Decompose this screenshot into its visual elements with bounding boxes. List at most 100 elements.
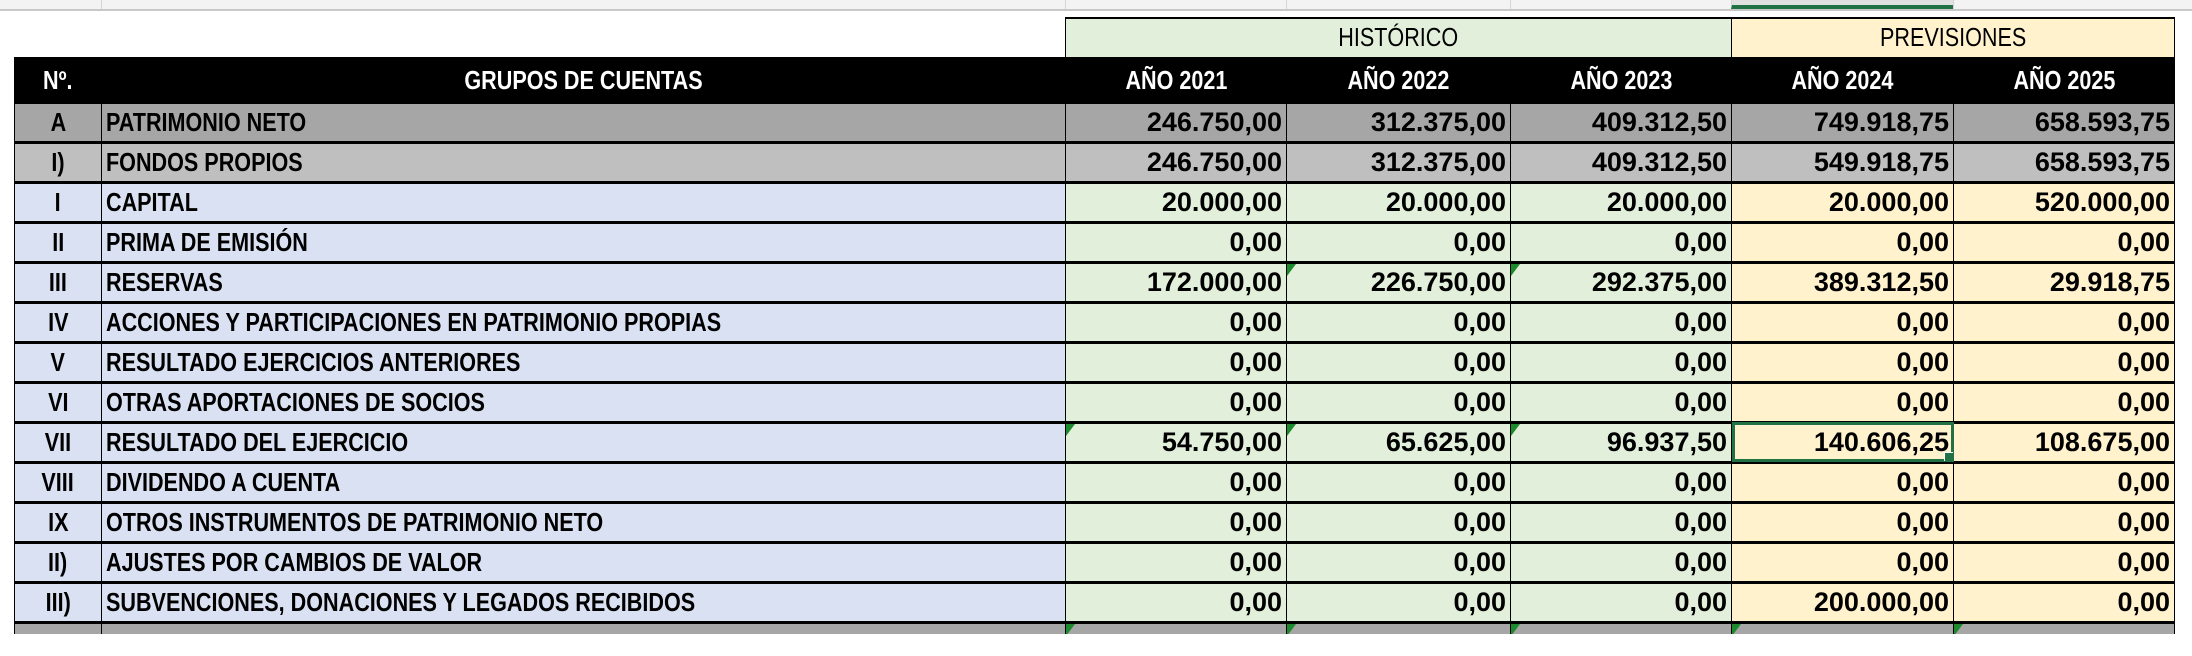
row-number-cell[interactable]: II <box>14 220 102 264</box>
value-cell[interactable]: 0,00 <box>1065 460 1287 504</box>
value-cell[interactable]: 0,00 <box>1286 380 1511 424</box>
value-cell[interactable]: 0,00 <box>1731 460 1954 504</box>
row-number-cell[interactable]: VII <box>14 420 102 464</box>
value-cell[interactable]: 0,00 <box>1953 500 2175 544</box>
row-label-cell[interactable]: DIVIDENDO A CUENTA <box>101 460 1066 504</box>
column-header[interactable] <box>1065 0 1287 9</box>
value-cell[interactable]: 0,00 <box>1286 500 1511 544</box>
value-cell[interactable]: 0,00 <box>1510 340 1732 384</box>
value-cell[interactable]: 0,00 <box>1510 220 1732 264</box>
header-year[interactable]: AÑO 2024 <box>1731 56 1954 104</box>
group-previsiones[interactable]: PREVISIONES <box>1731 17 2175 60</box>
value-cell[interactable]: 658.593,75 <box>1953 100 2175 144</box>
row-number-cell[interactable]: I <box>14 180 102 224</box>
row-label-cell[interactable]: PRIMA DE EMISIÓN <box>101 220 1066 264</box>
row-label-cell[interactable]: AJUSTES POR CAMBIOS DE VALOR <box>101 540 1066 584</box>
value-cell[interactable]: 0,00 <box>1065 340 1287 384</box>
header-year[interactable]: AÑO 2022 <box>1286 56 1511 104</box>
value-cell[interactable]: 200.000,00 <box>1731 580 1954 624</box>
row-number-cell[interactable]: III <box>14 260 102 304</box>
value-cell[interactable]: 0,00 <box>1731 540 1954 584</box>
error-indicator-icon[interactable] <box>1732 625 1741 634</box>
value-cell[interactable]: 0,00 <box>1065 380 1287 424</box>
header-year[interactable]: AÑO 2021 <box>1065 56 1287 104</box>
value-cell[interactable]: 65.625,00 <box>1286 420 1511 464</box>
row-label-cell[interactable]: OTRAS APORTACIONES DE SOCIOS <box>101 380 1066 424</box>
value-cell[interactable]: 0,00 <box>1065 220 1287 264</box>
error-indicator-icon[interactable] <box>1066 425 1075 436</box>
value-cell[interactable]: 0,00 <box>1286 220 1511 264</box>
value-cell[interactable]: 389.312,50 <box>1731 260 1954 304</box>
error-indicator-icon[interactable] <box>1954 625 1963 634</box>
row-label-cell[interactable]: OTROS INSTRUMENTOS DE PATRIMONIO NETO <box>101 500 1066 544</box>
value-cell[interactable]: 0,00 <box>1953 540 2175 584</box>
value-cell[interactable]: 20.000,00 <box>1731 180 1954 224</box>
value-cell[interactable]: 0,00 <box>1065 300 1287 344</box>
value-cell[interactable]: 409.312,50 <box>1510 140 1732 184</box>
row-number-cell[interactable]: VIII <box>14 460 102 504</box>
value-cell[interactable]: 0,00 <box>1953 340 2175 384</box>
value-cell[interactable]: 312.375,00 <box>1286 140 1511 184</box>
header-year[interactable]: AÑO 2025 <box>1953 56 2175 104</box>
value-cell[interactable]: 520.000,00 <box>1953 180 2175 224</box>
value-cell[interactable]: 0,00 <box>1286 580 1511 624</box>
value-cell[interactable] <box>1953 620 2175 634</box>
value-cell[interactable]: 246.750,00 <box>1065 100 1287 144</box>
error-indicator-icon[interactable] <box>1511 425 1520 436</box>
error-indicator-icon[interactable] <box>1066 625 1075 634</box>
row-number-cell[interactable]: I) <box>14 140 102 184</box>
value-cell[interactable]: 0,00 <box>1731 500 1954 544</box>
value-cell[interactable]: 312.375,00 <box>1286 100 1511 144</box>
value-cell[interactable]: 0,00 <box>1065 580 1287 624</box>
value-cell[interactable]: 0,00 <box>1510 460 1732 504</box>
row-label-cell[interactable]: RESERVAS <box>101 260 1066 304</box>
value-cell[interactable]: 0,00 <box>1953 380 2175 424</box>
value-cell[interactable]: 0,00 <box>1953 460 2175 504</box>
error-indicator-icon[interactable] <box>1287 425 1296 436</box>
selected-value-cell[interactable]: 140.606,25 <box>1731 420 1954 464</box>
row-label-cell[interactable]: FONDOS PROPIOS <box>101 140 1066 184</box>
column-header[interactable] <box>1510 0 1732 9</box>
value-cell[interactable]: 0,00 <box>1286 460 1511 504</box>
row-number-cell[interactable]: III) <box>14 580 102 624</box>
value-cell[interactable]: 0,00 <box>1731 380 1954 424</box>
row-label-cell[interactable]: PATRIMONIO NETO <box>101 100 1066 144</box>
column-header-selected[interactable] <box>1731 0 1954 9</box>
value-cell[interactable]: 0,00 <box>1953 580 2175 624</box>
empty-cell[interactable] <box>14 18 1066 58</box>
value-cell[interactable]: 0,00 <box>1510 580 1732 624</box>
value-cell[interactable]: 96.937,50 <box>1510 420 1732 464</box>
value-cell[interactable]: 0,00 <box>1510 300 1732 344</box>
fill-handle[interactable] <box>1944 451 1953 459</box>
row-label-cell[interactable]: SUBVENCIONES, DONACIONES Y LEGADOS RECIB… <box>101 580 1066 624</box>
value-cell[interactable]: 20.000,00 <box>1510 180 1732 224</box>
value-cell[interactable]: 0,00 <box>1510 500 1732 544</box>
group-historico[interactable]: HISTÓRICO <box>1065 17 1732 60</box>
value-cell[interactable]: 0,00 <box>1065 500 1287 544</box>
row-number-cell[interactable]: IX <box>14 500 102 544</box>
error-indicator-icon[interactable] <box>1287 265 1296 276</box>
header-year[interactable]: AÑO 2023 <box>1510 56 1732 104</box>
header-num[interactable]: Nº. <box>14 56 102 104</box>
error-indicator-icon[interactable] <box>1287 625 1296 634</box>
column-header[interactable] <box>1286 0 1511 9</box>
value-cell[interactable] <box>1286 620 1511 634</box>
row-label-cell[interactable] <box>101 620 1066 634</box>
value-cell[interactable]: 0,00 <box>1286 300 1511 344</box>
error-indicator-icon[interactable] <box>1511 625 1520 634</box>
value-cell[interactable]: 0,00 <box>1065 540 1287 584</box>
value-cell[interactable]: 0,00 <box>1510 380 1732 424</box>
value-cell[interactable]: 226.750,00 <box>1286 260 1511 304</box>
value-cell[interactable]: 0,00 <box>1731 300 1954 344</box>
value-cell[interactable]: 0,00 <box>1731 340 1954 384</box>
value-cell[interactable]: 749.918,75 <box>1731 100 1954 144</box>
row-number-cell[interactable] <box>14 620 102 634</box>
value-cell[interactable]: 0,00 <box>1731 220 1954 264</box>
row-label-cell[interactable]: CAPITAL <box>101 180 1066 224</box>
value-cell[interactable]: 0,00 <box>1286 340 1511 384</box>
value-cell[interactable]: 549.918,75 <box>1731 140 1954 184</box>
value-cell[interactable] <box>1731 620 1954 634</box>
value-cell[interactable] <box>1510 620 1732 634</box>
value-cell[interactable]: 20.000,00 <box>1286 180 1511 224</box>
row-label-cell[interactable]: ACCIONES Y PARTICIPACIONES EN PATRIMONIO… <box>101 300 1066 344</box>
